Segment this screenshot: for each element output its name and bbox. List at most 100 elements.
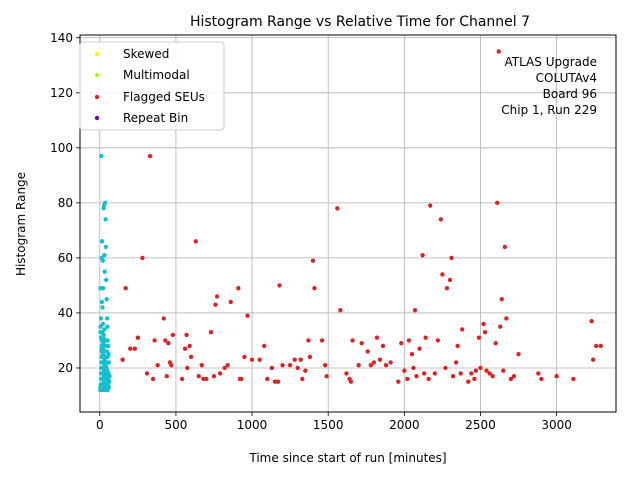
flagged-seus-point [396,379,401,384]
flagged-seus-point [426,376,431,382]
run-info-annotation: ATLAS Upgrade COLUTAv4 Board 96 Chip 1, … [501,55,597,117]
series-4-point [103,244,109,250]
x-tick-label: 0 [96,418,104,432]
chart-title: Histogram Range vs Relative Time for Cha… [190,14,530,30]
flagged-seus-point [501,368,506,373]
legend-label-multimodal: Multimodal [123,68,190,82]
series-4-point [103,338,109,343]
data-points [98,49,603,393]
flagged-seus-point [498,324,503,329]
series-4-point [104,349,110,354]
flagged-seus-point [277,283,282,288]
flagged-seus-point [163,338,168,343]
axis-ticks: 0 500 1000 1500 2000 2500 3000 20 40 60 80 100 120 14… [50,31,572,432]
flagged-seus-point [280,363,285,368]
legend-box [79,41,225,131]
legend-label-repeat-bin: Repeat Bin [123,111,188,125]
series-4-point [100,258,106,263]
y-tick-label: 140 [50,31,73,45]
series-4-point [102,269,107,274]
flagged-seus-point [257,357,262,362]
flagged-seus-point [147,153,153,159]
x-axis-label: Time since start of run [minutes] [248,451,446,465]
series-4-point [98,316,104,321]
flagged-seus-point [228,299,233,305]
flagged-seus-point [405,376,410,382]
flagged-seus-point [499,296,504,302]
flagged-seus-point [303,368,308,373]
flagged-seus-point [411,365,416,371]
legend: Skewed Multimodal Flagged SEUs Repeat Bi… [79,41,225,131]
flagged-seus-point [300,376,305,382]
y-tick-label: 120 [50,86,73,100]
flagged-seus-point [275,379,281,384]
flagged-seus-point [199,363,205,368]
flagged-seus-point [504,316,509,321]
flagged-seus-point [356,363,361,368]
legend-marker-repeat-bin [94,115,100,121]
flagged-seus-point [335,206,340,211]
flagged-seus-point [272,379,278,384]
flagged-seus-point [196,374,201,379]
legend-marker-skewed [94,51,100,57]
legend-marker-multimodal [94,72,100,78]
flagged-seus-point [406,338,412,343]
y-tick-label: 100 [50,141,73,155]
annotation-line-1: ATLAS Upgrade [504,55,597,69]
annotation-line-2: COLUTAv4 [536,71,597,85]
y-tick-label: 40 [58,306,73,320]
annotation-line-4: Chip 1, Run 229 [501,103,597,117]
series-4-point [103,217,108,222]
flagged-seus-point [414,374,419,379]
flagged-seus-point [319,338,325,343]
flagged-seus-point [481,321,486,327]
flagged-seus-point [201,376,206,382]
y-tick-label: 80 [58,196,73,210]
flagged-seus-point [472,376,477,382]
series-4-point [100,305,105,310]
flagged-seus-point [128,346,133,351]
flagged-seus-point [144,371,150,376]
flagged-seus-point [473,368,479,373]
annotation-line-3: Board 96 [543,87,597,101]
x-tick-label: 3000 [541,418,572,432]
y-tick-label: 60 [58,251,73,265]
series-4-point [104,296,109,302]
y-tick-label: 20 [58,361,73,375]
flagged-seus-point [140,255,145,261]
flagged-seus-point [487,371,492,376]
series-4-point [107,379,112,384]
flagged-seus-point [214,294,220,299]
flagged-seus-point [450,374,456,379]
flagged-seus-point [359,341,364,346]
y-axis-label: Histogram Range [14,172,28,276]
flagged-seus-point [155,363,160,368]
flagged-seus-point [365,349,370,354]
flagged-seus-point [511,374,517,379]
flagged-seus-point [447,277,453,283]
x-tick-label: 2000 [389,418,420,432]
flagged-seus-point [338,307,343,313]
flagged-seus-point [312,285,317,291]
flagged-seus-point [490,374,495,379]
flagged-seus-point [482,329,488,335]
flagged-seus-point [166,341,171,346]
flagged-seus-point [589,318,594,324]
flagged-seus-point [571,376,576,382]
flagged-seus-point [204,376,209,382]
flagged-seus-point [435,338,441,343]
flagged-seus-point [132,346,138,351]
flagged-seus-point [265,376,270,382]
flagged-seus-point [292,357,297,362]
flagged-seus-point [179,376,185,382]
flagged-seus-point [287,363,293,368]
flagged-seus-point [536,371,541,376]
series-4-point [99,239,105,244]
flagged-seus-point [344,371,349,376]
series-4-point [105,354,110,360]
flagged-seus-point [438,217,444,222]
flagged-seus-point [417,346,422,351]
series-4-point [101,332,106,338]
flagged-seus-point [453,360,459,365]
